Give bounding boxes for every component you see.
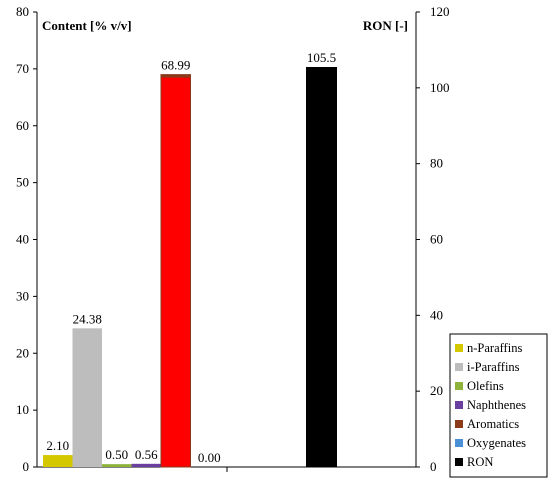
legend-swatch-i-paraffins [455, 363, 463, 371]
right-tick-label: 0 [430, 459, 437, 474]
legend-box [449, 333, 548, 478]
bar-aromatics [160, 74, 191, 468]
left-tick-label: 60 [16, 118, 29, 133]
legend-label-n-paraffins: n-Paraffins [467, 341, 522, 355]
legend-label-naphthenes: Naphthenes [467, 398, 526, 412]
left-tick-label: 20 [16, 345, 29, 360]
left-axis-title: Content [% v/v] [42, 18, 132, 33]
right-tick-label: 20 [430, 383, 443, 398]
data-label-ron: 105.5 [307, 50, 336, 65]
bar-i-paraffins [72, 328, 102, 467]
legend-label-olefins: Olefins [467, 379, 504, 393]
legend-swatch-oxygenates [455, 439, 463, 447]
legend-label-ron: RON [467, 455, 493, 469]
bar-olefins [102, 464, 132, 467]
right-tick-label: 80 [430, 156, 443, 171]
right-axis-title: RON [-] [363, 18, 408, 33]
legend-swatch-n-paraffins [455, 344, 463, 352]
left-tick-label: 50 [16, 175, 29, 190]
data-label-i-paraffins: 24.38 [73, 311, 102, 326]
bar-aromatics-cap [161, 74, 191, 78]
legend-label-aromatics: Aromatics [467, 417, 519, 431]
left-tick-label: 40 [16, 232, 29, 247]
left-tick-label: 10 [16, 402, 29, 417]
legend-swatch-olefins [455, 382, 463, 390]
legend-label-oxygenates: Oxygenates [467, 436, 526, 450]
bar-ron [306, 66, 337, 468]
left-tick-label: 0 [23, 459, 30, 474]
data-label-naphthenes: 0.56 [135, 447, 158, 462]
bar-n-paraffins [43, 455, 73, 467]
left-tick-label: 80 [16, 4, 29, 19]
left-tick-label: 30 [16, 288, 29, 303]
right-tick-label: 40 [430, 307, 443, 322]
legend: n-Paraffins i-Paraffins Olefins Naphthenes A… [449, 333, 548, 478]
data-label-olefins: 0.50 [105, 447, 128, 462]
data-label-aromatics: 68.99 [161, 58, 190, 73]
left-tick-label: 70 [16, 61, 29, 76]
legend-swatch-ron [455, 458, 463, 466]
bars: 2.10 24.38 0.50 0.56 68.99 0.00 105.5 [43, 50, 337, 468]
legend-label-i-paraffins: i-Paraffins [467, 360, 520, 374]
bar-naphthenes [131, 463, 161, 467]
data-label-oxygenates: 0.00 [198, 450, 221, 465]
data-label-n-paraffins: 2.10 [46, 438, 69, 453]
right-tick-label: 120 [430, 4, 450, 19]
legend-swatch-aromatics [455, 420, 463, 428]
right-y-axis: 0 20 40 60 80 100 120 [415, 4, 450, 474]
right-tick-label: 100 [430, 80, 450, 95]
right-tick-label: 60 [430, 232, 443, 247]
legend-swatch-naphthenes [455, 401, 463, 409]
